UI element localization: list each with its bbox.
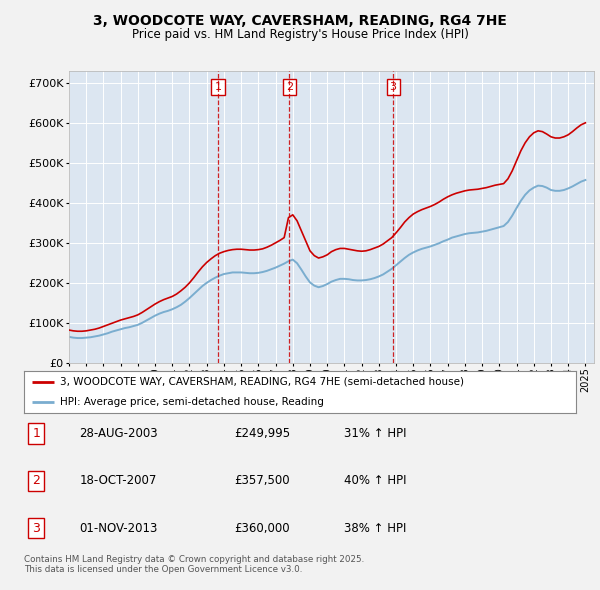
- Text: 2: 2: [32, 474, 40, 487]
- Text: 3, WOODCOTE WAY, CAVERSHAM, READING, RG4 7HE: 3, WOODCOTE WAY, CAVERSHAM, READING, RG4…: [93, 14, 507, 28]
- Text: £357,500: £357,500: [234, 474, 289, 487]
- Text: 1: 1: [32, 427, 40, 440]
- Text: 40% ↑ HPI: 40% ↑ HPI: [344, 474, 407, 487]
- Text: 38% ↑ HPI: 38% ↑ HPI: [344, 522, 407, 535]
- Text: Price paid vs. HM Land Registry's House Price Index (HPI): Price paid vs. HM Land Registry's House …: [131, 28, 469, 41]
- Text: Contains HM Land Registry data © Crown copyright and database right 2025.
This d: Contains HM Land Registry data © Crown c…: [24, 555, 364, 574]
- Text: HPI: Average price, semi-detached house, Reading: HPI: Average price, semi-detached house,…: [60, 396, 324, 407]
- Text: 01-NOV-2013: 01-NOV-2013: [79, 522, 158, 535]
- Text: 3: 3: [32, 522, 40, 535]
- Text: 1: 1: [215, 82, 221, 92]
- Text: 18-OCT-2007: 18-OCT-2007: [79, 474, 157, 487]
- Text: 2: 2: [286, 82, 293, 92]
- Text: 3, WOODCOTE WAY, CAVERSHAM, READING, RG4 7HE (semi-detached house): 3, WOODCOTE WAY, CAVERSHAM, READING, RG4…: [60, 377, 464, 387]
- Text: 3: 3: [389, 82, 397, 92]
- Text: 28-AUG-2003: 28-AUG-2003: [79, 427, 158, 440]
- Text: £249,995: £249,995: [234, 427, 290, 440]
- Text: £360,000: £360,000: [234, 522, 289, 535]
- Text: 31% ↑ HPI: 31% ↑ HPI: [344, 427, 407, 440]
